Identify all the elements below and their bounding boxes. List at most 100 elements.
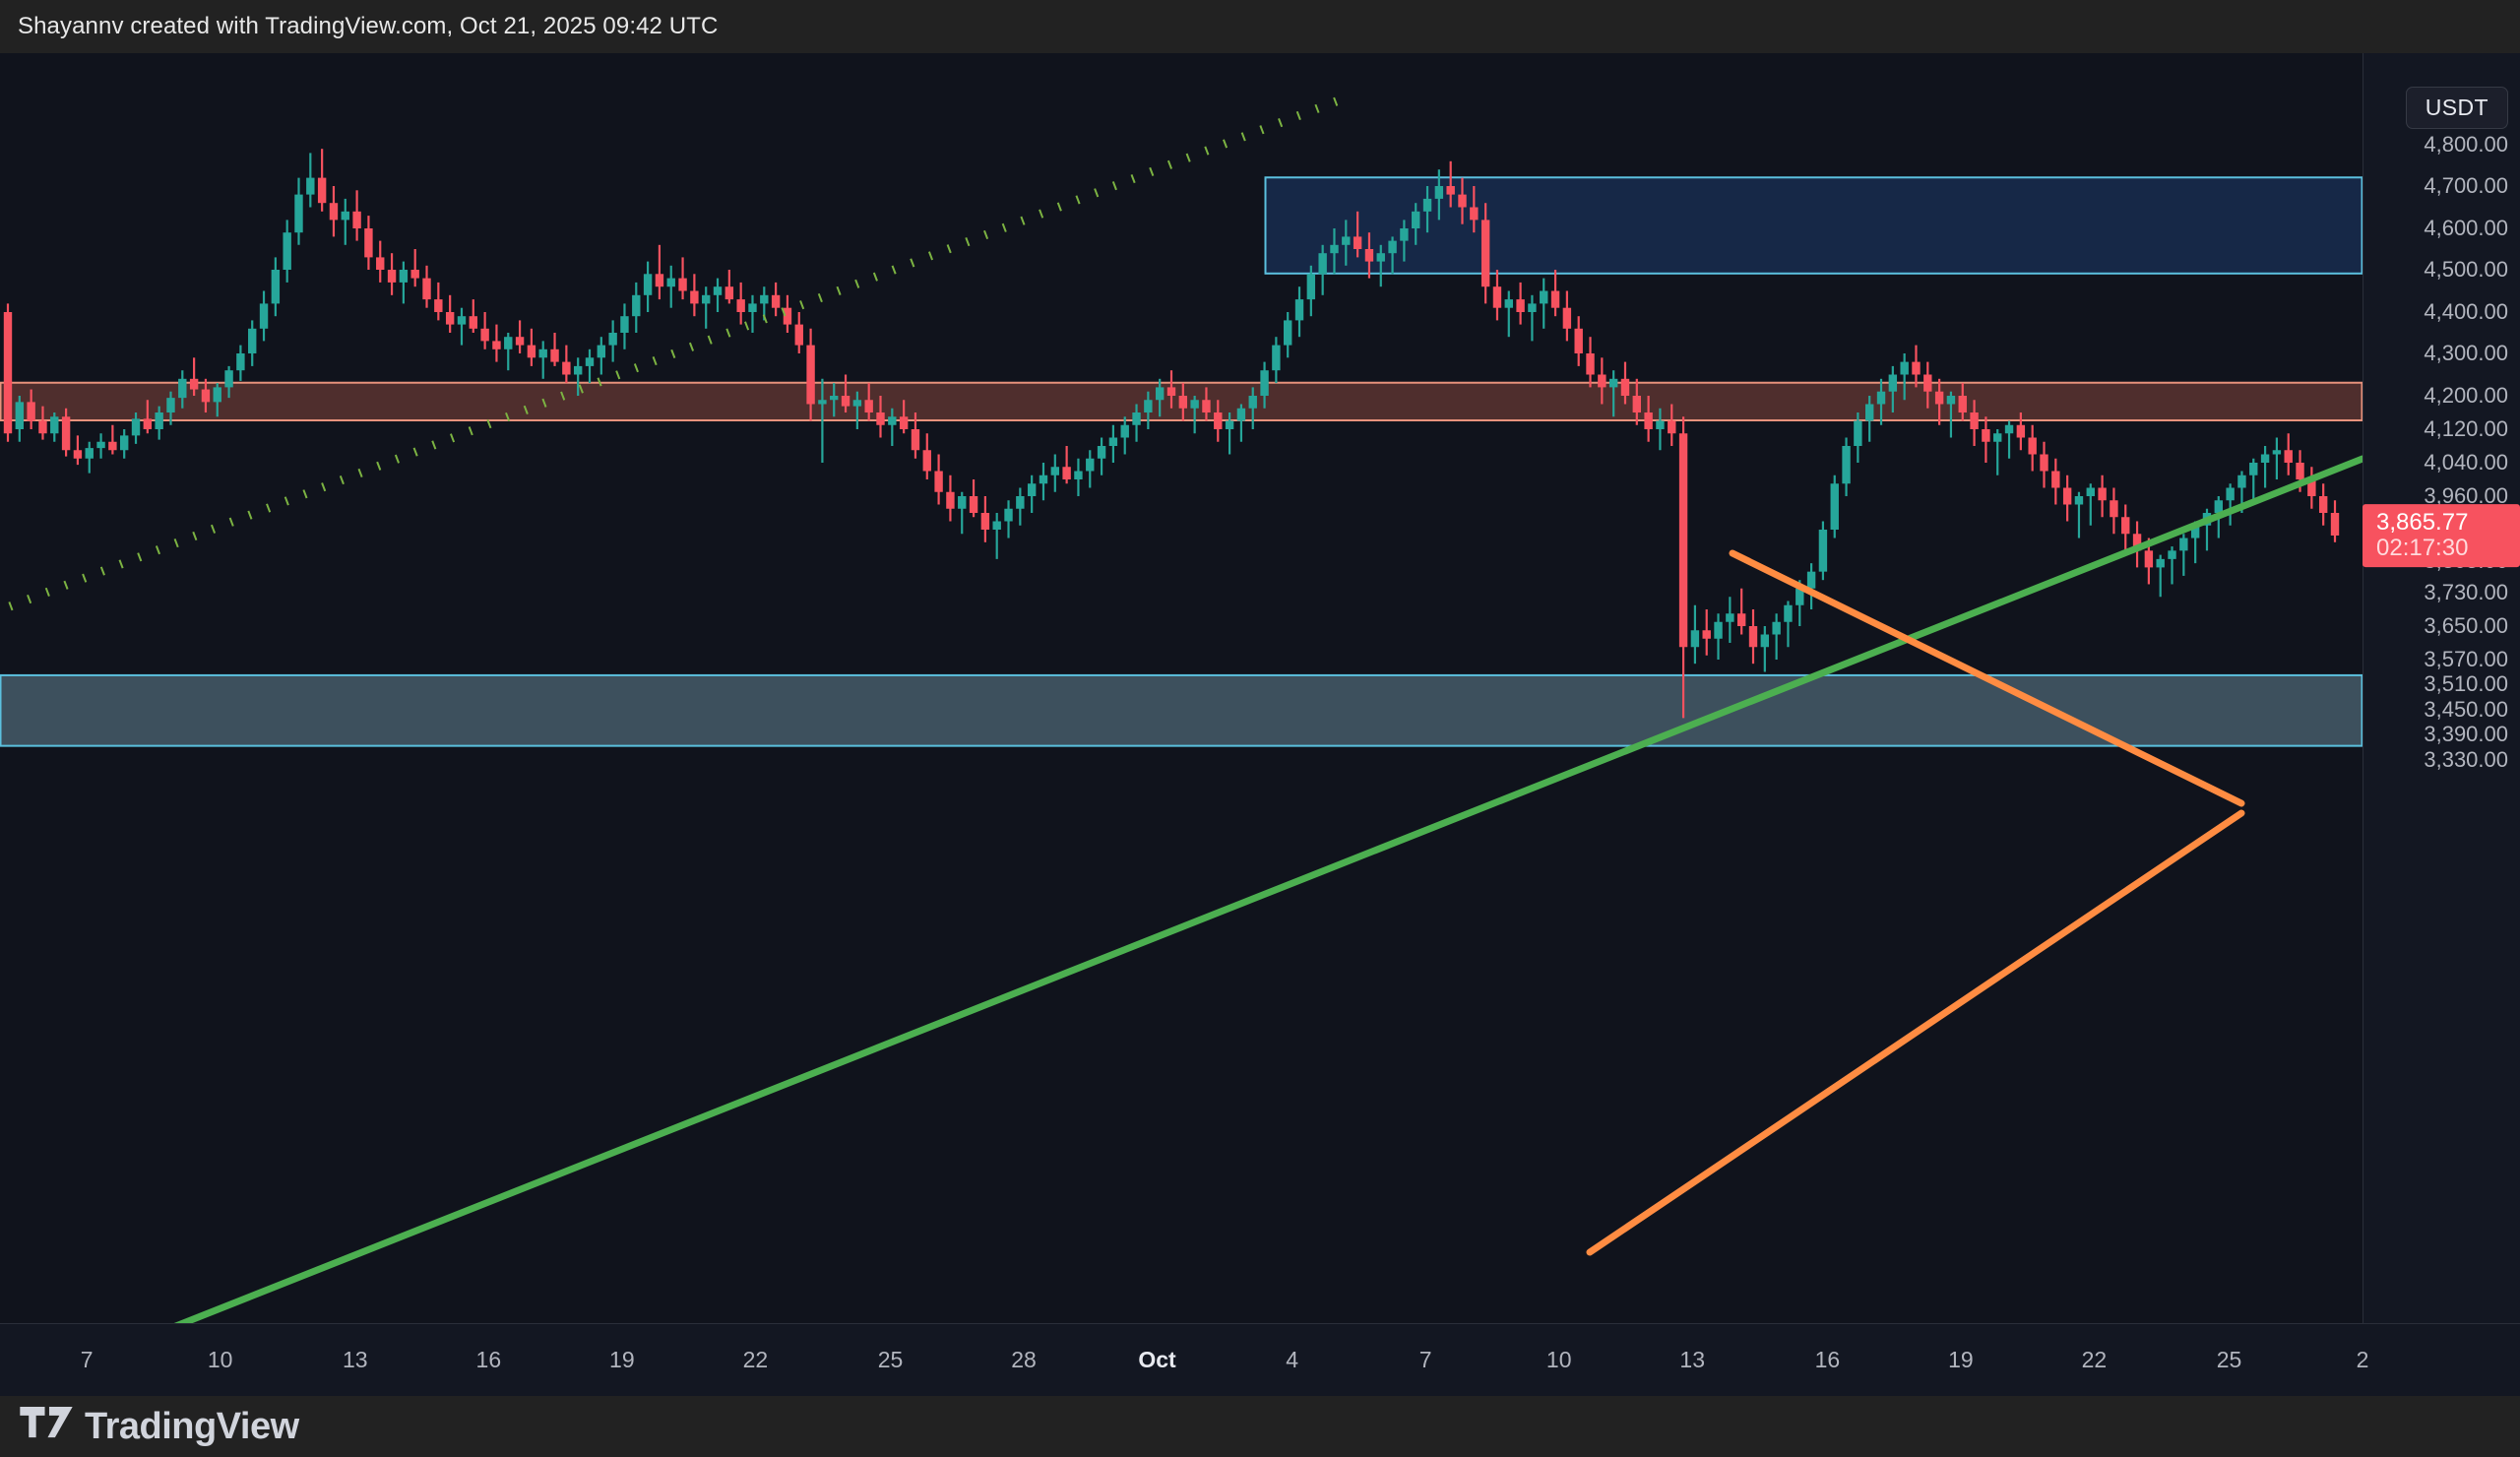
candlestick (1492, 270, 1502, 321)
candlestick (597, 337, 606, 375)
candlestick (1178, 383, 1188, 421)
candlestick (213, 383, 221, 417)
candlestick (201, 378, 211, 412)
candlestick (1155, 378, 1165, 417)
candlestick (1714, 613, 1723, 660)
candlestick (1970, 400, 1979, 446)
candlestick (2132, 521, 2142, 568)
chart-frame: USDT 4,800.00 4,700.00 4,600.00 4,500.00 4,4… (0, 53, 2520, 1396)
candlestick (2226, 483, 2235, 526)
candlestick (1446, 160, 1455, 208)
candlestick (911, 412, 920, 459)
candlestick (1318, 244, 1327, 295)
time-axis[interactable]: 7 10 13 16 19 22 25 28 Oct 4 7 10 13 16 19 22 25 2 (0, 1323, 2520, 1396)
candlestick (108, 424, 117, 455)
candlestick (1097, 437, 1106, 475)
candlestick (2260, 446, 2270, 488)
time-tick: 7 (1418, 1347, 1432, 1372)
time-tick: 7 (80, 1347, 94, 1372)
candlestick (1620, 361, 1630, 405)
price-axis[interactable]: USDT 4,800.00 4,700.00 4,600.00 4,500.00 4,4… (2362, 53, 2520, 1323)
candle-countdown-timer: 02:17:30 (2376, 534, 2469, 561)
candlestick (899, 400, 909, 434)
candlestick (1726, 597, 1734, 643)
candlestick (15, 396, 25, 442)
candlestick (1934, 378, 1944, 425)
time-tick: 28 (1011, 1347, 1037, 1372)
candlestick (1772, 613, 1781, 660)
time-tick: 19 (1948, 1347, 1974, 1372)
chart-canvas (0, 95, 2362, 1323)
candlestick (1504, 290, 1513, 338)
candlestick (1364, 232, 1374, 279)
candlestick (2028, 424, 2037, 472)
candlestick (1225, 412, 1234, 455)
candlestick (969, 479, 978, 518)
candlestick (1294, 286, 1304, 338)
candlestick (2202, 508, 2212, 551)
candlestick (702, 286, 711, 329)
candlestick (2062, 475, 2072, 522)
resistance-zone-box (0, 381, 2362, 421)
chart-plot-area[interactable] (0, 53, 2362, 1323)
candlestick (771, 282, 781, 317)
candlestick (1074, 458, 1083, 496)
candlestick (96, 433, 105, 459)
candlestick (934, 454, 943, 505)
last-price-badge[interactable]: 3,865.77 02:17:30 (2362, 504, 2520, 567)
candlestick (1876, 378, 1886, 425)
candlestick (248, 320, 257, 366)
candlestick (1993, 429, 2002, 475)
candlestick (2179, 534, 2188, 576)
candlestick (1108, 424, 1118, 463)
candlestick (1144, 391, 1153, 429)
time-tick: 10 (1545, 1347, 1572, 1372)
candlestick (73, 435, 83, 466)
candlestick (2098, 475, 2107, 518)
time-tick: 4 (1286, 1347, 1299, 1372)
supply-zone-box (1264, 176, 2362, 275)
solid-uptrend-line[interactable] (96, 455, 2362, 1323)
candlestick (387, 253, 397, 295)
candlestick (690, 274, 699, 317)
symbol-currency-badge[interactable]: USDT (2405, 87, 2508, 129)
price-axis-separator (2362, 53, 2363, 1323)
candlestick (2249, 458, 2258, 501)
candlestick (1412, 203, 1420, 245)
dotted-uptrend-line[interactable] (8, 95, 1341, 611)
candlestick (1550, 270, 1560, 317)
candlestick (120, 429, 129, 459)
candlestick-series (3, 149, 2340, 719)
candlestick (376, 240, 385, 283)
candlestick (1306, 265, 1316, 317)
time-tick: 22 (742, 1347, 769, 1372)
candlestick (922, 433, 931, 479)
candlestick (1865, 396, 1874, 442)
candlestick (1434, 169, 1444, 221)
tradingview-wordmark: TradingView (85, 1405, 299, 1447)
candlestick (946, 475, 955, 522)
triangle-lower-line[interactable] (1586, 809, 2245, 1256)
tradingview-logo-icon (20, 1407, 73, 1438)
tradingview-logo[interactable]: TradingView (0, 1406, 299, 1448)
candlestick (1923, 361, 1932, 409)
time-tick: 19 (609, 1347, 635, 1372)
candlestick (2074, 491, 2084, 538)
time-tick: 25 (877, 1347, 904, 1372)
candlestick (841, 374, 850, 412)
candlestick (1016, 487, 1025, 526)
candlestick (980, 496, 990, 542)
price-tick: 4,400.00 (2424, 299, 2508, 324)
candlestick (178, 370, 187, 409)
price-tick: 4,800.00 (2424, 132, 2508, 157)
zones-layer (0, 176, 2362, 747)
triangle-upper-line[interactable] (1729, 549, 2245, 807)
candlestick (1388, 236, 1397, 275)
candlestick (38, 406, 47, 440)
candlestick (958, 491, 967, 535)
candlestick (2284, 433, 2293, 475)
candlestick (1540, 278, 1548, 329)
candlestick (2168, 546, 2176, 585)
price-tick: 4,120.00 (2424, 416, 2508, 441)
candlestick (27, 389, 35, 429)
